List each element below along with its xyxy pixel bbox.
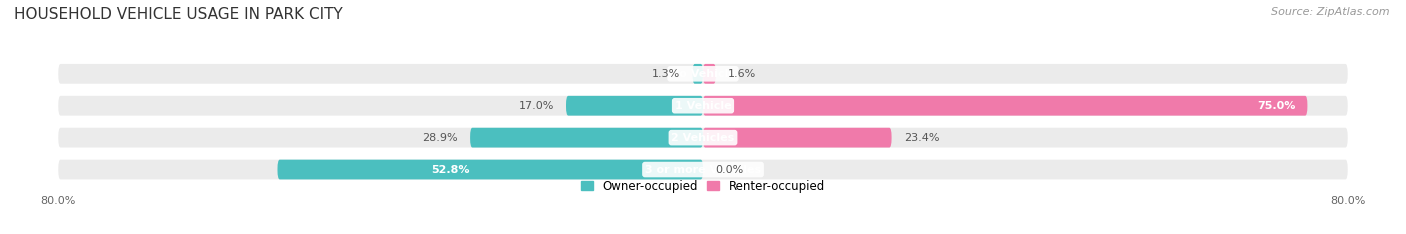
Text: 2 Vehicles: 2 Vehicles bbox=[672, 133, 734, 143]
FancyBboxPatch shape bbox=[703, 96, 1308, 116]
Legend: Owner-occupied, Renter-occupied: Owner-occupied, Renter-occupied bbox=[581, 180, 825, 193]
Text: 23.4%: 23.4% bbox=[904, 133, 939, 143]
Text: 0.0%: 0.0% bbox=[716, 165, 744, 175]
Text: 28.9%: 28.9% bbox=[422, 133, 458, 143]
FancyBboxPatch shape bbox=[58, 160, 1348, 179]
FancyBboxPatch shape bbox=[58, 128, 1348, 147]
FancyBboxPatch shape bbox=[703, 128, 891, 147]
FancyBboxPatch shape bbox=[58, 96, 1348, 116]
Text: Source: ZipAtlas.com: Source: ZipAtlas.com bbox=[1271, 7, 1389, 17]
Text: 1.6%: 1.6% bbox=[728, 69, 756, 79]
FancyBboxPatch shape bbox=[58, 64, 1348, 84]
Text: 1 Vehicle: 1 Vehicle bbox=[675, 101, 731, 111]
Text: No Vehicle: No Vehicle bbox=[671, 69, 735, 79]
FancyBboxPatch shape bbox=[693, 64, 703, 84]
Text: 75.0%: 75.0% bbox=[1257, 101, 1295, 111]
Text: HOUSEHOLD VEHICLE USAGE IN PARK CITY: HOUSEHOLD VEHICLE USAGE IN PARK CITY bbox=[14, 7, 343, 22]
FancyBboxPatch shape bbox=[470, 128, 703, 147]
FancyBboxPatch shape bbox=[567, 96, 703, 116]
FancyBboxPatch shape bbox=[703, 64, 716, 84]
Text: 52.8%: 52.8% bbox=[430, 165, 470, 175]
Text: 1.3%: 1.3% bbox=[652, 69, 681, 79]
Text: 3 or more Vehicles: 3 or more Vehicles bbox=[645, 165, 761, 175]
Text: 17.0%: 17.0% bbox=[519, 101, 554, 111]
FancyBboxPatch shape bbox=[277, 160, 703, 179]
